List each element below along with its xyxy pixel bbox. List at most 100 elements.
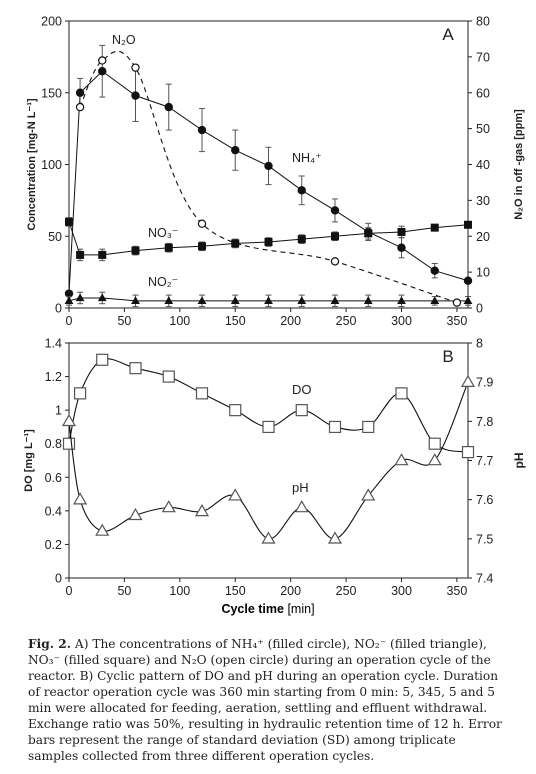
data-point: [73, 492, 88, 505]
panel-a-y-tick-label: 150: [41, 86, 62, 100]
data-point: [198, 242, 206, 251]
series-line-n2o: [79, 50, 458, 304]
data-point: [395, 387, 408, 400]
panel-a-y2-tick-label: 50: [476, 122, 490, 136]
panel-b-y-tick-label: 0.2: [45, 538, 62, 552]
data-point: [397, 296, 406, 305]
series-line-ph: [68, 381, 469, 540]
data-point: [430, 266, 439, 275]
data-point: [452, 298, 462, 307]
panel-b-y-tick-label: 0.6: [45, 471, 62, 485]
data-point: [161, 500, 176, 513]
panel-a-x-tick-label: 200: [280, 314, 301, 328]
data-point: [64, 289, 74, 298]
data-point: [131, 63, 140, 72]
panel-a-y2-axis-title: N₂O in off -gas [ppm]: [513, 109, 525, 220]
data-point: [394, 453, 409, 466]
data-point: [131, 246, 140, 255]
data-point: [330, 257, 340, 266]
data-point: [197, 296, 207, 305]
panel-a-x-tick-label: 300: [391, 314, 412, 328]
data-point: [463, 276, 473, 285]
data-point: [195, 387, 209, 400]
data-point: [397, 243, 406, 252]
data-point: [430, 223, 439, 232]
data-point: [428, 437, 441, 450]
data-point: [61, 413, 77, 427]
data-point: [427, 453, 442, 466]
panel-b-y2-tick-label: 7.6: [476, 493, 493, 507]
series-line-1: [68, 221, 469, 256]
data-point: [464, 220, 472, 229]
panel-b-x-tick-label: 300: [391, 584, 412, 598]
data-point: [330, 206, 340, 215]
panel-a-y-tick-label: 100: [41, 158, 62, 172]
data-point: [76, 250, 85, 259]
data-point: [228, 488, 243, 501]
panel-a-x-tick-label: 100: [169, 314, 190, 328]
data-point: [98, 56, 107, 65]
panel-b-y-tick-label: 1.2: [45, 370, 62, 384]
data-point: [197, 125, 207, 135]
data-point: [231, 239, 240, 248]
caption-text: A) The concentrations of NH₄⁺ (filled ci…: [28, 637, 502, 763]
panel-b-y2-tick-label: 7.5: [476, 532, 493, 546]
panel-b-y2-tick-label: 7.8: [476, 415, 493, 429]
panel-a-x-tick-label: 250: [336, 314, 357, 328]
panel-b-y2-tick-label: 8: [476, 337, 483, 351]
panel-a-y2-tick-label: 40: [476, 158, 490, 172]
panel-a-letter: A: [442, 25, 454, 44]
data-point: [295, 404, 308, 417]
panel-b-x-tick-label: 50: [117, 584, 131, 598]
series-line-2: [68, 297, 468, 302]
panel-b-x-tick-label: 350: [446, 584, 467, 598]
panel-b-y2-tick-label: 7.4: [476, 572, 493, 586]
data-point: [461, 446, 475, 459]
label-no3: NO₃⁻: [148, 226, 178, 240]
data-point: [330, 296, 340, 305]
data-point: [162, 370, 175, 383]
data-point: [95, 523, 110, 536]
panel-a-y2-tick-label: 70: [476, 50, 490, 64]
x-axis-title: Cycle time [min]: [221, 602, 314, 616]
data-point: [430, 296, 440, 305]
data-point: [297, 235, 306, 244]
data-point: [73, 387, 87, 400]
panel-a-y2-tick-label: 60: [476, 86, 490, 100]
panel-b-y-axis-title: DO [mg L⁻¹]: [23, 429, 35, 492]
panel-a-x-tick-label: 0: [66, 314, 73, 328]
panel-b-y-tick-label: 0.8: [45, 437, 62, 451]
data-point: [230, 296, 240, 305]
panel-b-y-tick-label: 0: [55, 572, 62, 586]
panel-b-y-tick-label: 1.4: [45, 337, 62, 351]
panel-a-y-axis-title: Concentration [mg-N L⁻¹]: [26, 98, 38, 231]
data-point: [75, 102, 85, 112]
panel-a-y-tick-label: 0: [55, 302, 62, 316]
data-point: [362, 420, 375, 434]
data-point: [96, 353, 109, 366]
data-point: [327, 531, 343, 544]
data-point: [328, 420, 342, 434]
data-point: [197, 219, 207, 228]
data-point: [463, 296, 473, 305]
panel-a-y2-tick-label: 10: [476, 266, 490, 280]
series-line-do: [68, 358, 469, 453]
data-point: [164, 243, 173, 252]
panel-b-x-tick-label: 100: [169, 584, 190, 598]
panel-a-x-tick-label: 50: [117, 314, 131, 328]
caption-label: Fig. 2.: [28, 637, 72, 651]
panel-b-y2-axis-title: pH: [512, 453, 526, 469]
data-point: [460, 374, 476, 387]
panel-b-letter: B: [442, 347, 453, 366]
data-point: [62, 437, 76, 450]
data-point: [229, 404, 242, 417]
panel-b-x-tick-label: 250: [336, 584, 357, 598]
panel-b-y2-tick-label: 7.9: [476, 376, 493, 390]
figure: 0 50 100 150 200 250 300 3500501001502000102030…: [23, 15, 526, 617]
data-point: [131, 91, 140, 100]
data-point: [164, 102, 173, 112]
panel-a-y-tick-label: 200: [41, 15, 62, 29]
panel-a-y2-tick-label: 0: [476, 302, 483, 316]
panel-b-y-tick-label: 1: [55, 404, 62, 418]
label-do: DO: [292, 382, 312, 397]
